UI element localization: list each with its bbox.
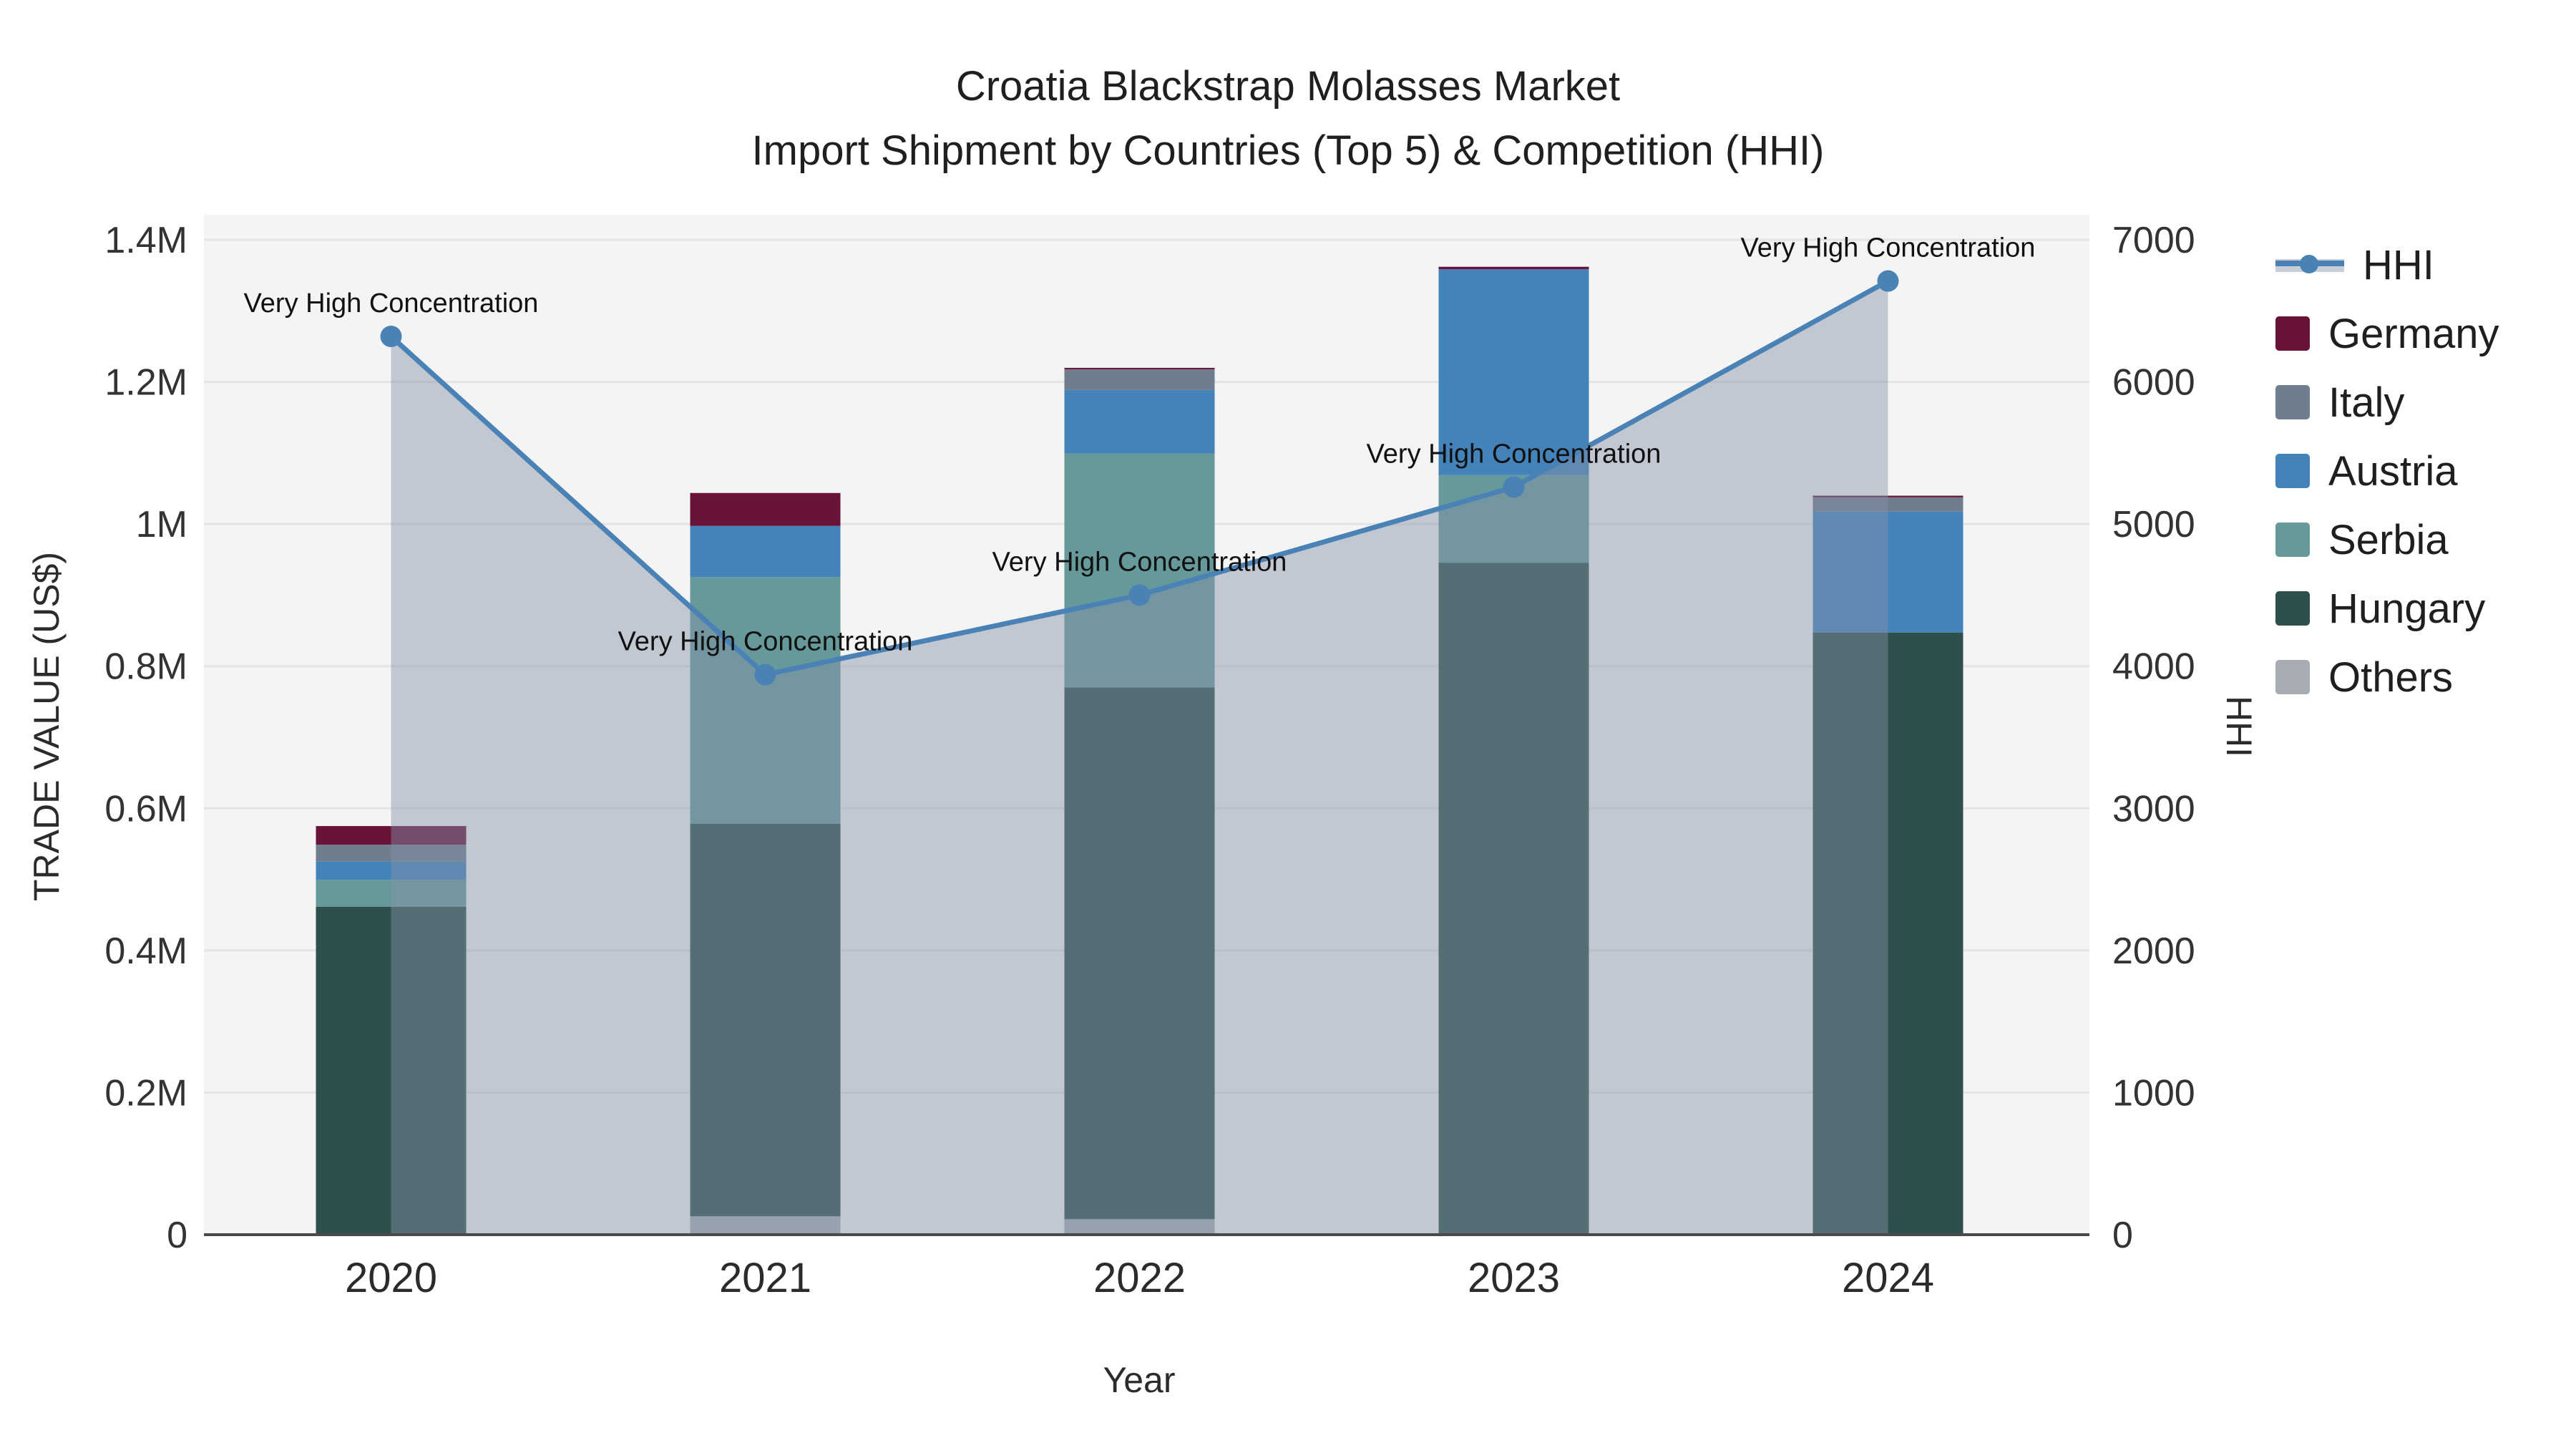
bar-segment-others-2022 <box>1064 1219 1215 1235</box>
legend-swatch-others <box>2275 660 2310 694</box>
bar-segment-germany-2020 <box>316 826 467 845</box>
y-right-tick-label: 6000 <box>2112 362 2195 404</box>
bar-segment-serbia-2022 <box>1064 453 1215 688</box>
bar-segment-germany-2024 <box>1813 495 1963 497</box>
legend-label: Italy <box>2328 379 2405 426</box>
x-tick-label-2020: 2020 <box>345 1255 437 1301</box>
legend-label: Austria <box>2328 447 2458 495</box>
bar-segment-austria-2022 <box>1064 389 1215 454</box>
bar-segment-italy-2020 <box>316 845 467 862</box>
x-tick-label-2024: 2024 <box>1842 1255 1934 1301</box>
y-left-tick-label: 0.2M <box>104 1072 187 1114</box>
legend: HHI Germany Italy Austria Serbia Hungary Other… <box>2275 230 2499 711</box>
legend-item-italy[interactable]: Italy <box>2275 368 2499 437</box>
bar-segment-hungary-2023 <box>1438 563 1589 1235</box>
bar-segment-hungary-2021 <box>690 823 841 1217</box>
legend-item-others[interactable]: Others <box>2275 643 2499 711</box>
y-left-tick-label: 1M <box>136 504 187 545</box>
bar-segment-others-2021 <box>690 1216 841 1235</box>
y-left-tick-label: 0.6M <box>104 788 187 830</box>
legend-label: Others <box>2328 653 2454 701</box>
y-axis-left-title: TRADE VALUE (US$) <box>26 552 67 901</box>
hhi-marker-2021 <box>754 664 776 686</box>
y-right-tick-label: 5000 <box>2112 504 2195 545</box>
y-right-tick-label: 1000 <box>2112 1072 2195 1114</box>
legend-item-hhi[interactable]: HHI <box>2275 230 2499 299</box>
y-left-tick-label: 1.4M <box>104 220 187 261</box>
hhi-marker-2020 <box>380 326 402 348</box>
legend-swatch-hungary <box>2275 591 2310 626</box>
bar-segment-hungary-2020 <box>316 906 467 1235</box>
x-tick-label-2022: 2022 <box>1093 1255 1186 1301</box>
y-right-tick-label: 3000 <box>2112 788 2195 830</box>
legend-label: Germany <box>2328 310 2499 357</box>
chart-title-line2: Import Shipment by Countries (Top 5) & C… <box>752 127 1825 174</box>
bar-segment-austria-2020 <box>316 861 467 880</box>
legend-label: Hungary <box>2328 585 2486 632</box>
bar-segment-germany-2021 <box>690 492 841 526</box>
bar-segment-serbia-2021 <box>690 577 841 824</box>
bar-segment-italy-2022 <box>1064 369 1215 390</box>
bar-segment-austria-2021 <box>690 525 841 578</box>
y-left-tick-label: 0.8M <box>104 646 187 688</box>
x-axis-title: Year <box>1103 1360 1175 1400</box>
legend-item-austria[interactable]: Austria <box>2275 437 2499 505</box>
annotation-2023: Very High Concentration <box>1367 439 1662 470</box>
bar-segment-austria-2024 <box>1813 511 1963 633</box>
legend-label: Serbia <box>2328 516 2449 563</box>
y-left-tick-label: 0.4M <box>104 930 187 972</box>
legend-swatch-serbia <box>2275 523 2310 557</box>
chart-title-line1: Croatia Blackstrap Molasses Market <box>956 63 1620 110</box>
x-tick-label-2023: 2023 <box>1468 1255 1560 1301</box>
x-tick-label-2021: 2021 <box>719 1255 811 1301</box>
bar-segment-hungary-2022 <box>1064 687 1215 1220</box>
legend-item-serbia[interactable]: Serbia <box>2275 505 2499 574</box>
hhi-marker-2023 <box>1503 476 1525 498</box>
annotation-2022: Very High Concentration <box>992 547 1287 577</box>
legend-swatch-italy <box>2275 385 2310 419</box>
annotation-2020: Very High Concentration <box>244 288 539 319</box>
legend-swatch-austria <box>2275 454 2310 488</box>
legend-label: HHI <box>2363 241 2434 288</box>
annotation-2021: Very High Concentration <box>618 627 913 657</box>
legend-item-germany[interactable]: Germany <box>2275 299 2499 368</box>
y-left-tick-label: 0 <box>167 1215 187 1256</box>
legend-item-hungary[interactable]: Hungary <box>2275 574 2499 643</box>
bar-segment-germany-2022 <box>1064 367 1215 369</box>
hhi-line-symbol-icon <box>2275 249 2344 281</box>
y-right-tick-label: 4000 <box>2112 646 2195 688</box>
hhi-area-fill <box>391 281 1888 1235</box>
y-right-tick-label: 2000 <box>2112 930 2195 972</box>
bar-segment-hungary-2024 <box>1813 632 1963 1235</box>
bar-segment-serbia-2020 <box>316 880 467 907</box>
hhi-marker-2022 <box>1128 584 1151 606</box>
bar-segment-italy-2024 <box>1813 497 1963 512</box>
annotation-2024: Very High Concentration <box>1741 233 2036 263</box>
y-left-tick-label: 1.2M <box>104 362 187 404</box>
y-axis-right-title: HHI <box>2219 696 2259 757</box>
legend-swatch-germany <box>2275 316 2310 351</box>
y-right-tick-label: 7000 <box>2112 220 2195 261</box>
bar-segment-germany-2023 <box>1438 266 1589 270</box>
y-right-tick-label: 0 <box>2112 1215 2133 1256</box>
bar-segment-austria-2023 <box>1438 269 1589 475</box>
hhi-marker-2024 <box>1877 270 1899 292</box>
